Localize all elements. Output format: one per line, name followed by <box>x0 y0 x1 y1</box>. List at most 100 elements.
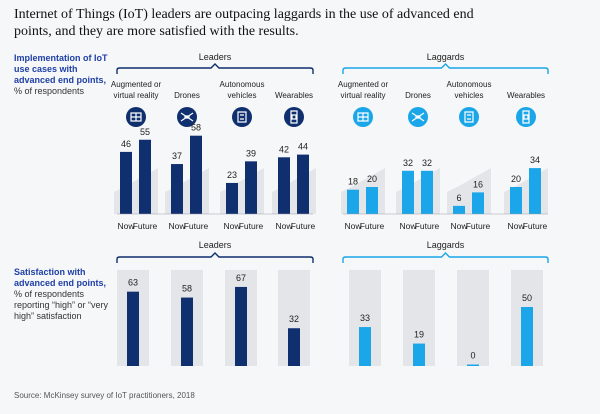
drone-icon-laggards <box>408 107 428 127</box>
ar-vr-icon-leaders <box>126 107 146 127</box>
drone-icon-leaders <box>177 107 197 127</box>
top-bar-value-laggards-0-future: 20 <box>367 174 377 184</box>
top-bar-value-laggards-0-now: 18 <box>348 177 358 187</box>
bottom-bar-laggards-1 <box>413 343 425 366</box>
bottom-bar-value-laggards-1: 19 <box>414 330 424 340</box>
top-xtick-laggards-1-now: Now <box>399 221 417 231</box>
top-bar-value-leaders-2-future: 39 <box>246 148 256 158</box>
top-bar-value-leaders-0-now: 46 <box>121 139 131 149</box>
bottom-bar-value-laggards-3: 50 <box>522 293 532 303</box>
top-xtick-leaders-0-future: Future <box>133 221 158 231</box>
top-category-label-line2-leaders-1: Drones <box>174 91 200 100</box>
satisfaction-title: Satisfaction with advanced end points, <box>14 267 107 288</box>
wearable-icon-leaders <box>284 107 304 127</box>
bottom-bar-laggards-3 <box>521 307 533 366</box>
top-bar-value-laggards-2-now: 6 <box>456 193 461 203</box>
bottom-group-bracket-leaders <box>116 252 314 263</box>
bottom-bar-value-leaders-2: 67 <box>236 273 246 283</box>
top-category-label-line2-leaders-2: vehicles <box>228 91 257 100</box>
top-group-bracket-laggards <box>342 63 549 74</box>
top-xtick-laggards-3-now: Now <box>507 221 525 231</box>
implementation-unit: % of respondents <box>14 86 85 96</box>
top-bar-leaders-0-future <box>139 139 151 214</box>
top-bar-value-leaders-1-future: 58 <box>191 123 201 133</box>
top-group-label-laggards: Laggards <box>427 52 465 62</box>
bottom-group-label-laggards: Laggards <box>427 240 465 250</box>
top-bar-value-leaders-3-future: 44 <box>298 142 308 152</box>
top-bar-value-leaders-0-future: 55 <box>140 127 150 137</box>
bottom-bar-laggards-0 <box>359 327 371 366</box>
bottom-bar-leaders-3 <box>288 328 300 366</box>
top-xtick-leaders-2-future: Future <box>239 221 264 231</box>
top-bar-laggards-1-future <box>421 170 433 214</box>
source-note: Source: McKinsey survey of IoT practitio… <box>14 391 195 400</box>
top-xtick-leaders-1-future: Future <box>184 221 209 231</box>
top-xtick-laggards-3-future: Future <box>523 221 548 231</box>
top-bar-laggards-2-future <box>472 192 484 214</box>
bottom-bar-value-leaders-0: 63 <box>128 278 138 288</box>
top-category-label-line2-laggards-3: Wearables <box>507 91 545 100</box>
bottom-panel-laggards-2 <box>457 270 489 366</box>
top-bar-value-laggards-1-now: 32 <box>403 158 413 168</box>
top-bar-laggards-3-future <box>529 168 541 214</box>
top-bar-leaders-2-now <box>226 182 238 214</box>
wearable-icon-laggards <box>516 107 536 127</box>
top-category-label-line2-laggards-1: Drones <box>405 91 431 100</box>
top-xtick-leaders-1-now: Now <box>168 221 186 231</box>
autonomous-vehicle-icon-leaders <box>232 107 252 127</box>
top-bar-value-laggards-3-future: 34 <box>530 155 540 165</box>
top-group-bracket-leaders <box>116 63 314 74</box>
top-bar-leaders-3-future <box>297 154 309 214</box>
top-xtick-laggards-0-future: Future <box>360 221 385 231</box>
top-bar-leaders-2-future <box>245 161 257 214</box>
top-category-label-line2-leaders-0: virtual reality <box>114 91 159 100</box>
top-category-label-leaders-2: Autonomous <box>220 80 265 89</box>
bottom-bar-value-laggards-2: 0 <box>470 351 475 361</box>
top-category-label-line2-laggards-0: virtual reality <box>341 91 386 100</box>
bottom-bar-leaders-0 <box>127 291 139 366</box>
top-bar-laggards-3-now <box>510 187 522 214</box>
top-xtick-leaders-3-now: Now <box>275 221 293 231</box>
top-category-label-laggards-0: Augmented or <box>338 80 389 89</box>
top-bar-value-laggards-1-future: 32 <box>422 158 432 168</box>
implementation-label: Implementation of IoT use cases with adv… <box>14 53 114 97</box>
implementation-title: Implementation of IoT use cases with adv… <box>14 53 108 85</box>
top-bar-leaders-1-future <box>190 135 202 214</box>
top-group-label-leaders: Leaders <box>199 52 232 62</box>
top-bar-laggards-1-now <box>402 170 414 214</box>
top-xtick-leaders-0-now: Now <box>117 221 135 231</box>
top-xtick-laggards-0-now: Now <box>344 221 362 231</box>
bottom-bar-leaders-1 <box>181 297 193 366</box>
top-xtick-leaders-3-future: Future <box>291 221 316 231</box>
top-xtick-laggards-2-future: Future <box>466 221 491 231</box>
top-xtick-leaders-2-now: Now <box>223 221 241 231</box>
top-bar-value-laggards-3-now: 20 <box>511 174 521 184</box>
top-bar-value-leaders-2-now: 23 <box>227 170 237 180</box>
top-category-label-line2-leaders-3: Wearables <box>275 91 313 100</box>
top-bar-value-leaders-1-now: 37 <box>172 151 182 161</box>
bottom-bar-value-leaders-1: 58 <box>182 284 192 294</box>
top-bar-laggards-0-now <box>347 189 359 214</box>
top-bar-leaders-0-now <box>120 151 132 214</box>
chart-title: Internet of Things (IoT) leaders are out… <box>14 7 474 39</box>
ar-vr-icon-laggards <box>353 107 373 127</box>
top-bar-laggards-2-now <box>453 205 465 214</box>
top-bar-value-laggards-2-future: 16 <box>473 179 483 189</box>
bottom-group-bracket-laggards <box>342 252 549 263</box>
top-bar-leaders-3-now <box>278 157 290 214</box>
top-category-label-leaders-0: Augmented or <box>111 80 162 89</box>
bottom-bar-laggards-2 <box>467 364 479 366</box>
top-category-label-laggards-2: Autonomous <box>447 80 492 89</box>
satisfaction-unit: % of respondents reporting “high” or “ve… <box>14 289 109 321</box>
top-bar-value-leaders-3-now: 42 <box>279 144 289 154</box>
bottom-bar-leaders-2 <box>235 286 247 366</box>
autonomous-vehicle-icon-laggards <box>459 107 479 127</box>
satisfaction-label: Satisfaction with advanced end points, %… <box>14 267 114 322</box>
top-xtick-laggards-1-future: Future <box>415 221 440 231</box>
top-xtick-laggards-2-now: Now <box>450 221 468 231</box>
top-bar-leaders-1-now <box>171 164 183 214</box>
bottom-bar-value-leaders-3: 32 <box>289 314 299 324</box>
top-bar-laggards-0-future <box>366 187 378 214</box>
bottom-group-label-leaders: Leaders <box>199 240 232 250</box>
